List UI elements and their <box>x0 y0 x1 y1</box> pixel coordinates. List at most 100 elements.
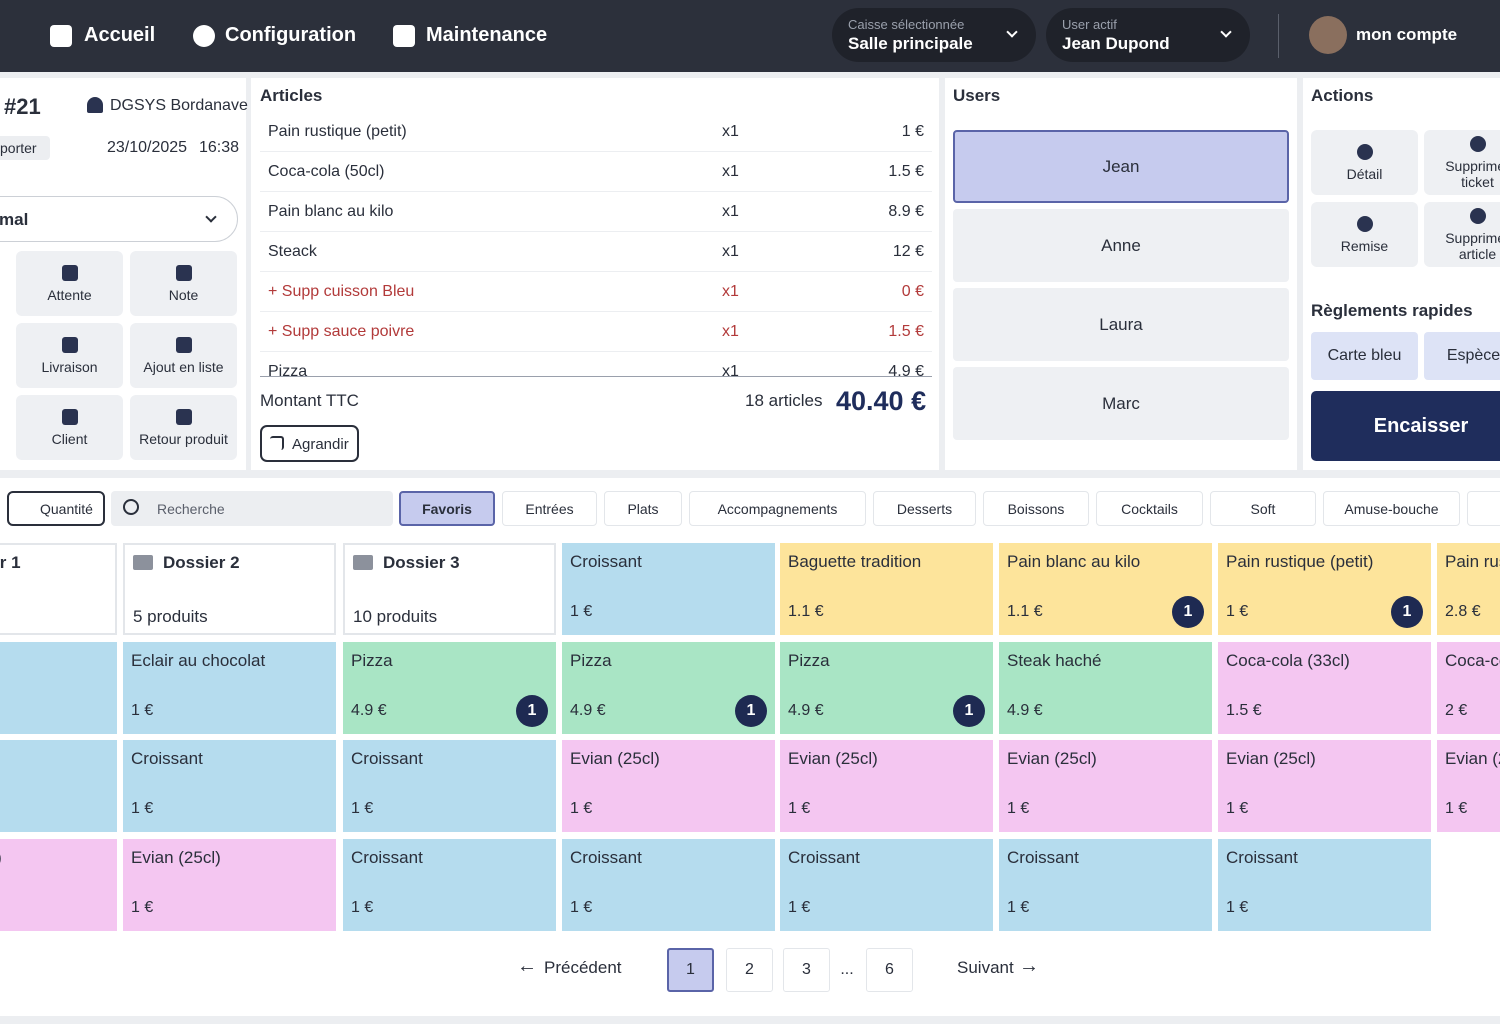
icon <box>50 25 72 47</box>
product-tile[interactable]: Coca-cola 2 € <box>1437 642 1500 734</box>
product-tile[interactable]: Pizza 4.9 € 1 <box>562 642 775 734</box>
product-tile[interactable]: Pain blanc au kilo 1.1 € 1 <box>999 543 1212 635</box>
mode-select[interactable]: mal <box>0 196 238 242</box>
product-tile[interactable]: Evian (25cl)1 € <box>999 740 1212 832</box>
expand-button[interactable]: Agrandir <box>260 425 359 462</box>
product-price: 4.9 € <box>1007 702 1043 719</box>
action-button[interactable]: Supprimer ticket <box>1424 130 1500 195</box>
user-button[interactable]: Marc <box>953 367 1289 440</box>
category-tab[interactable]: Soft <box>1210 491 1316 526</box>
icon <box>175 336 192 353</box>
product-tile[interactable]: Pizza 4.9 € 1 <box>780 642 993 734</box>
dropdown[interactable]: Caisse sélectionnée Salle principale <box>832 8 1036 62</box>
chevron <box>1006 26 1018 38</box>
product-tile[interactable]: Pizza 4.9 € 1 <box>343 642 556 734</box>
category-tab[interactable]: Amuse-bouche <box>1323 491 1460 526</box>
category-tab[interactable]: Accompagnements <box>689 491 866 526</box>
product-price: 1 € <box>351 800 374 817</box>
product-tile[interactable]: Baguette tradition 1.1 € <box>780 543 993 635</box>
product-tile[interactable]: Steak haché 4.9 € <box>999 642 1212 734</box>
ticket-button[interactable]: Note <box>130 251 237 316</box>
nav-item[interactable]: Accueil <box>84 24 156 46</box>
category-tab[interactable]: Favoris <box>399 491 495 526</box>
icon <box>1356 215 1373 232</box>
product-tile[interactable]: Coca-cola (33cl) 1.5 € <box>1218 642 1431 734</box>
user-button[interactable]: Anne <box>953 209 1289 282</box>
product-tile[interactable]: Evian (25cl)1 € <box>0 839 117 931</box>
article-row[interactable]: + Supp sauce poivre x1 1.5 € <box>260 312 932 352</box>
category-tab[interactable]: Desserts <box>873 491 976 526</box>
account-link[interactable]: mon compte <box>1356 25 1458 44</box>
ticket-button[interactable]: Client <box>16 395 123 460</box>
product-tile[interactable]: Evian (25cl)1 € <box>562 740 775 832</box>
search-input[interactable]: Recherche <box>111 491 393 526</box>
article-name: + Supp cuisson Bleu <box>268 283 415 300</box>
dropdown[interactable]: User actif Jean Dupond <box>1046 8 1250 62</box>
nav-item[interactable]: Maintenance <box>426 24 548 46</box>
icon <box>133 555 153 570</box>
action-button[interactable]: Détail <box>1311 130 1418 195</box>
order-type: porter <box>0 136 50 160</box>
count-badge: 1 <box>1391 596 1423 628</box>
category-tab[interactable] <box>1467 491 1500 526</box>
folder-name: Dossier 2 <box>163 553 240 572</box>
quantity-button[interactable]: Quantité <box>7 491 105 526</box>
ticket-button[interactable]: Ajout en liste <box>130 323 237 388</box>
article-row[interactable]: Steack x1 12 € <box>260 232 932 272</box>
article-row[interactable]: + Supp cuisson Bleu x1 0 € <box>260 272 932 312</box>
product-name: Evian (25cl) <box>131 848 221 867</box>
page-button[interactable]: 3 <box>783 948 830 992</box>
article-name: + Supp sauce poivre <box>268 323 415 340</box>
ticket-button[interactable]: Attente <box>16 251 123 316</box>
article-row[interactable]: Pizza x1 4.9 € <box>260 352 932 376</box>
product-tile[interactable]: Evian (25cl)1 € <box>780 740 993 832</box>
product-name: Coca-cola <box>1445 651 1500 670</box>
folder-tile[interactable]: Dossier 2 5 produits <box>123 543 336 635</box>
ticket-button[interactable]: Retour produit <box>130 395 237 460</box>
product-price: 1 € <box>1226 800 1249 817</box>
product-tile[interactable]: Pain rustique (petit) 1 € 1 <box>1218 543 1431 635</box>
product-name: Croissant <box>788 848 860 867</box>
product-tile[interactable]: Evian (25cl)1 € <box>123 839 336 931</box>
user-button[interactable]: Laura <box>953 288 1289 361</box>
page-button[interactable]: 2 <box>726 948 773 992</box>
folder-tile[interactable]: Dossier 13 produits <box>0 543 117 635</box>
quick-pay-button[interactable]: Espèces <box>1424 332 1500 380</box>
category-tab[interactable]: Boissons <box>983 491 1089 526</box>
quick-pay-button[interactable]: Carte bleu <box>1311 332 1418 380</box>
page-button[interactable]: 1 <box>667 948 714 992</box>
user-button[interactable]: Jean <box>953 130 1289 203</box>
dropdown-value: Salle principale <box>848 34 973 53</box>
action-button[interactable]: Remise <box>1311 202 1418 267</box>
product-tile[interactable]: Eclair au chocolat 1 € <box>123 642 336 734</box>
product-tile[interactable]: Pain rustique 2.8 € <box>1437 543 1500 635</box>
category-tab[interactable]: Cocktails <box>1096 491 1203 526</box>
section-title: Règlements rapides <box>1311 301 1473 320</box>
product-tile[interactable]: Evian (25cl)1 € <box>1437 740 1500 832</box>
search-placeholder: Recherche <box>157 501 225 517</box>
nav-item[interactable]: Configuration <box>225 24 357 46</box>
folder-tile[interactable]: Dossier 3 10 produits <box>343 543 556 635</box>
ticket-button[interactable]: Livraison <box>16 323 123 388</box>
pay-button[interactable]: Encaisser <box>1311 391 1500 461</box>
article-row[interactable]: Pain rustique (petit) x1 1 € <box>260 112 932 152</box>
article-row[interactable]: Coca-cola (50cl) x1 1.5 € <box>260 152 932 192</box>
avatar[interactable] <box>1309 16 1347 54</box>
product-name: Steak haché <box>1007 651 1102 670</box>
article-row[interactable]: Pain blanc au kilo x1 8.9 € <box>260 192 932 232</box>
product-tile[interactable]: Evian (25cl)1 € <box>1218 740 1431 832</box>
category-tab[interactable]: Entrées <box>502 491 597 526</box>
category-tab[interactable]: Plats <box>604 491 682 526</box>
page-button[interactable]: 6 <box>866 948 913 992</box>
product-tile[interactable]: Café1 € <box>0 642 117 734</box>
action-button[interactable]: Supprimer article <box>1424 202 1500 267</box>
